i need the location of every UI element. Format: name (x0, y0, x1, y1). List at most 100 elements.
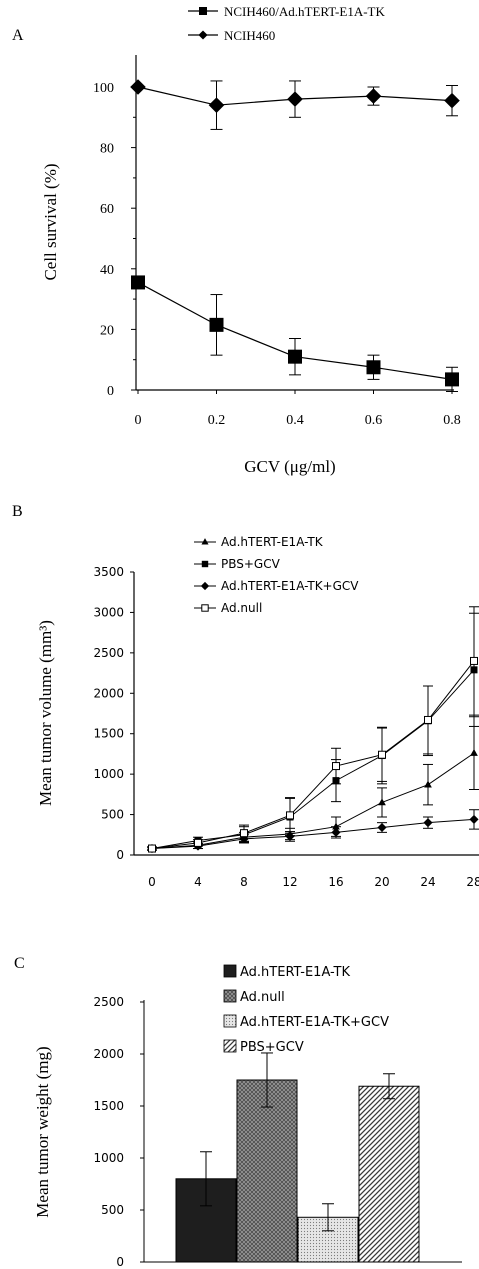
data-point (287, 91, 303, 107)
y-tick-label-b: 1500 (93, 727, 124, 741)
legend-label: Ad.hTERT-E1A-TK+GCV (221, 579, 359, 593)
x-tick-label-b: 4 (194, 875, 202, 889)
y-tick-label-a: 40 (100, 263, 114, 278)
x-tick-label-b: 24 (420, 875, 435, 889)
data-point (378, 750, 386, 759)
y-tick-label-b: 1000 (93, 767, 124, 781)
x-axis-label-a: GCV (μg/ml) (244, 457, 335, 476)
legend-label: NCIH460/Ad.hTERT-E1A-TK (224, 4, 385, 19)
legend-marker (199, 7, 207, 15)
bar-1 (236, 1079, 298, 1263)
y-axis-label-b: Mean tumor volume (mm³) (36, 620, 55, 806)
panel-label-b: B (12, 503, 23, 520)
x-tick-label-b: 28 (466, 875, 479, 889)
series-line (151, 660, 475, 850)
legend-c: Ad.hTERT-E1A-TK Ad.null Ad.hTERT-E1A-TK+GC… (223, 964, 389, 1055)
data-point (194, 838, 202, 847)
data-point (286, 811, 294, 820)
data-point (148, 844, 156, 853)
y-tick-label-b: 3500 (93, 565, 124, 579)
series-b-0 (147, 716, 479, 852)
data-point (209, 317, 224, 332)
x-tick-label-b: 0 (148, 875, 156, 889)
data-point (366, 360, 381, 375)
data-point (444, 92, 460, 109)
y-axis-label-a: Cell survival (%) (41, 163, 60, 280)
legend-swatch (223, 964, 237, 978)
data-point (469, 814, 479, 824)
legend-swatch (223, 989, 237, 1003)
y-tick-label-b: 2500 (93, 646, 124, 660)
x-tick-label-a: 0.2 (208, 413, 226, 428)
x-tick-label-a: 0.4 (286, 413, 304, 428)
y-tick-label-a: 60 (100, 202, 114, 217)
x-tick-label-b: 16 (328, 875, 343, 889)
data-point (131, 275, 145, 290)
x-tick-label-b: 12 (282, 875, 297, 889)
error-bar (383, 1073, 395, 1100)
error-bar (200, 1151, 212, 1207)
y-tick-label-c: 500 (101, 1203, 124, 1217)
series-line (151, 818, 475, 850)
series-a-1 (130, 79, 460, 130)
data-point (470, 748, 478, 756)
y-tick-label-b: 0 (116, 848, 124, 862)
x-tick-label-b: 8 (240, 875, 248, 889)
data-point (470, 656, 478, 665)
y-tick-label-c: 2000 (93, 1047, 124, 1061)
x-tick-label-b: 20 (374, 875, 389, 889)
x-tick-label-a: 0.8 (443, 413, 461, 428)
y-tick-label-c: 0 (116, 1255, 124, 1269)
legend-label: PBS+GCV (240, 1040, 304, 1055)
series-line (151, 752, 475, 850)
legend-label: Ad.null (240, 990, 285, 1005)
data-point (424, 780, 432, 788)
panel-a: A 0 20 40 60 80 100 0 0.2 0.4 0.6 0.8 GCV (μg/ml) Cel… (12, 4, 461, 476)
panel-label-c: C (14, 955, 25, 972)
data-point (331, 827, 341, 837)
data-point (424, 715, 432, 724)
legend-label: PBS+GCV (221, 557, 281, 571)
data-point (288, 349, 302, 364)
legend-marker (201, 538, 209, 545)
data-point (332, 822, 340, 830)
data-point (285, 831, 295, 841)
legend-label: Ad.hTERT-E1A-TK+GCV (240, 1015, 389, 1030)
legend-a: NCIH460/Ad.hTERT-E1A-TK NCIH460 (188, 4, 385, 43)
legend-label: Ad.null (221, 601, 262, 615)
y-tick-label-c: 2500 (93, 995, 124, 1009)
data-point (378, 798, 386, 806)
data-point (130, 79, 146, 95)
panel-c: C 0 500 1000 1500 2000 2500 Mean tumor weight (… (14, 955, 462, 1269)
legend-marker (201, 604, 209, 612)
legend-swatch (223, 1014, 237, 1028)
legend-marker (201, 560, 209, 568)
panel-label-a: A (12, 27, 24, 44)
error-bar (261, 1052, 273, 1108)
panel-b: B 0 500 1000 1500 2000 2500 3000 3500 0 4 8 12 16 20 24… (12, 503, 479, 889)
legend-swatch (223, 1039, 237, 1053)
y-tick-label-b: 500 (101, 808, 124, 822)
legend-marker (198, 30, 208, 40)
y-tick-label-a: 100 (93, 81, 114, 96)
data-point (365, 88, 382, 104)
x-tick-label-a: 0.6 (365, 413, 383, 428)
y-tick-label-b: 2000 (93, 686, 124, 700)
y-tick-label-a: 80 (100, 142, 114, 157)
series-b-1 (147, 612, 479, 853)
y-tick-label-a: 20 (100, 323, 114, 338)
legend-label: Ad.hTERT-E1A-TK (240, 965, 350, 980)
legend-label: Ad.hTERT-E1A-TK (221, 535, 324, 549)
legend-label: NCIH460 (224, 28, 275, 43)
series-line (151, 669, 475, 850)
legend-marker (200, 581, 210, 591)
y-tick-label-c: 1000 (93, 1151, 124, 1165)
data-point (377, 822, 387, 833)
series-a-0 (131, 275, 459, 393)
series-b-3 (147, 606, 479, 853)
y-tick-label-a: 0 (107, 384, 114, 399)
y-axis-label-c: Mean tumor weight (mg) (33, 1046, 52, 1217)
data-point (423, 818, 433, 828)
y-tick-label-b: 3000 (93, 605, 124, 619)
